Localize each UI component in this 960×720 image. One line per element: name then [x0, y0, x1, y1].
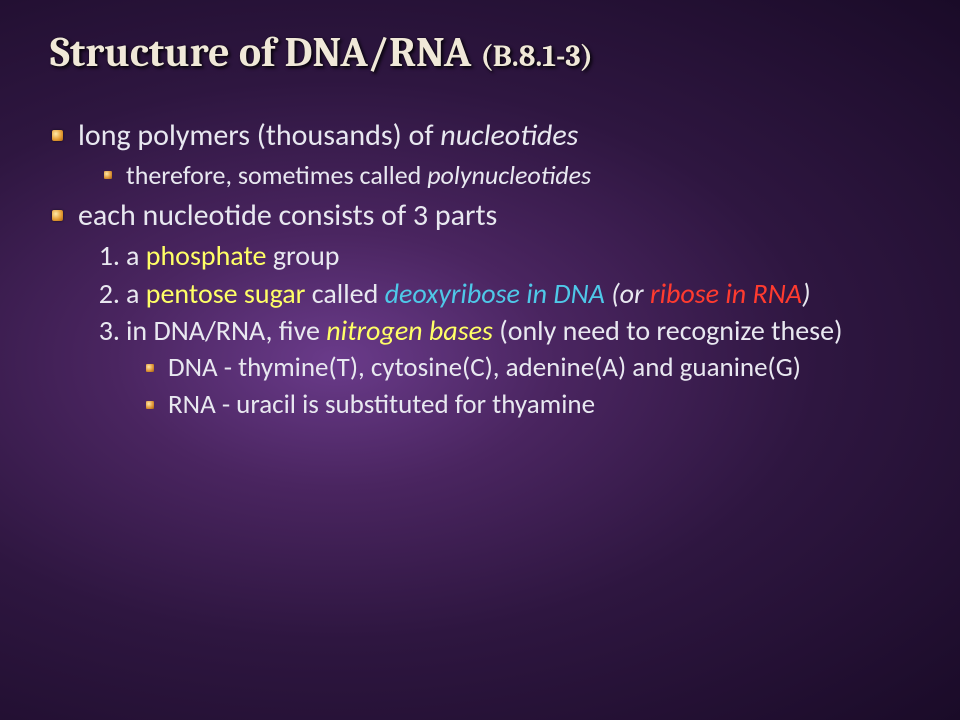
- part-phosphate: a phosphate group: [126, 238, 910, 274]
- emph-polynucleotides: polynucleotides: [427, 159, 591, 191]
- bases-dna: DNA - thymine(T), cytosine(C), adenine(A…: [168, 351, 910, 386]
- hl-phosphate: phosphate: [146, 238, 267, 273]
- bases-rna: RNA - uracil is substituted for thyamine: [168, 388, 910, 423]
- emph-nucleotides: nucleotides: [440, 117, 578, 154]
- hl-pentose-sugar: pentose sugar: [146, 276, 306, 311]
- text: therefore, sometimes called: [126, 159, 427, 191]
- title-main: Structure of DNA/RNA: [50, 28, 481, 77]
- hl-deoxyribose: deoxyribose in DNA: [385, 276, 612, 311]
- part-nitrogen-bases: in DNA/RNA, five nitrogen bases (only ne…: [126, 313, 910, 422]
- slide-title: Structure of DNA/RNA (B.8.1-3): [50, 30, 910, 76]
- text: each nucleotide consists of 3 parts: [78, 197, 497, 234]
- bullet-polymers: long polymers (thousands) of nucleotides…: [78, 116, 910, 192]
- text: long polymers (thousands) of: [78, 117, 440, 154]
- bullet-three-parts: each nucleotide consists of 3 parts a ph…: [78, 196, 910, 422]
- hl-ribose: ribose in RNA: [650, 276, 802, 311]
- content-list: long polymers (thousands) of nucleotides…: [50, 116, 910, 422]
- title-sub: (B.8.1-3): [481, 39, 593, 74]
- bullet-polynucleotides: therefore, sometimes called polynucleoti…: [126, 158, 910, 192]
- hl-nitrogen-bases: nitrogen bases: [326, 313, 493, 348]
- part-pentose: a pentose sugar called deoxyribose in DN…: [126, 276, 910, 312]
